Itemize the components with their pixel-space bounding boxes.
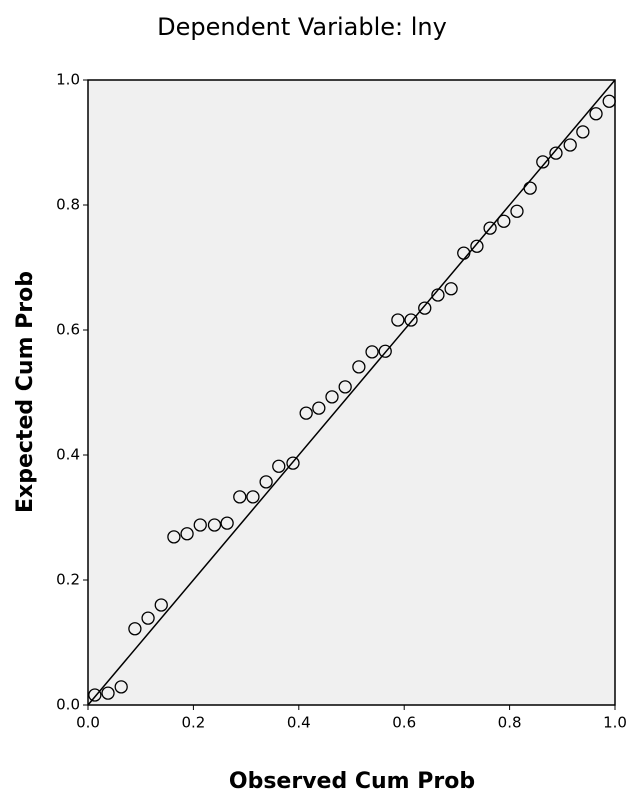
x-tick-label: 0.4 xyxy=(287,714,311,732)
x-tick-label: 0.6 xyxy=(392,714,416,732)
y-tick-label: 0.6 xyxy=(56,321,80,339)
x-tick-label: 0.8 xyxy=(498,714,522,732)
chart-title: Dependent Variable: lny xyxy=(157,13,447,41)
page: Dependent Variable: lny Observed Cum Pro… xyxy=(0,0,633,802)
x-tick-label: 1.0 xyxy=(603,714,627,732)
chart: Dependent Variable: lny Observed Cum Pro… xyxy=(0,0,633,802)
y-tick-label: 1.0 xyxy=(56,71,80,89)
x-tick-label: 0.2 xyxy=(181,714,205,732)
y-tick-label: 0.2 xyxy=(56,571,80,589)
y-tick-label: 0.0 xyxy=(56,696,80,714)
y-tick-label: 0.8 xyxy=(56,196,80,214)
y-tick-label: 0.4 xyxy=(56,446,80,464)
y-axis-title: Expected Cum Prob xyxy=(13,271,38,513)
x-axis-title: Observed Cum Prob xyxy=(229,769,475,794)
x-tick-label: 0.0 xyxy=(76,714,100,732)
